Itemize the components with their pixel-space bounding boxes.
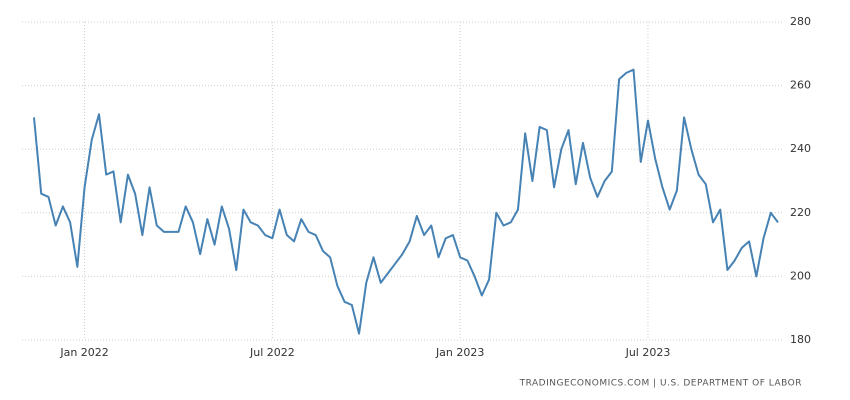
data-line [33, 68, 779, 335]
y-tick-label: 240 [790, 142, 811, 155]
y-tick-label: 260 [790, 79, 811, 92]
source: TRADINGECONOMICS.COM | U.S. DEPARTMENT O… [519, 379, 802, 389]
y-tick-label: 200 [790, 269, 811, 282]
x-tick-label: Jul 2022 [249, 346, 295, 359]
x-tick-label: Jul 2023 [625, 346, 671, 359]
y-tick-label: 280 [790, 15, 811, 28]
y-tick-label: 220 [790, 206, 811, 219]
x-tick-label: Jan 2022 [59, 346, 108, 359]
y-tick-label: 180 [790, 333, 811, 346]
x-tick-label: Jan 2023 [435, 346, 484, 359]
